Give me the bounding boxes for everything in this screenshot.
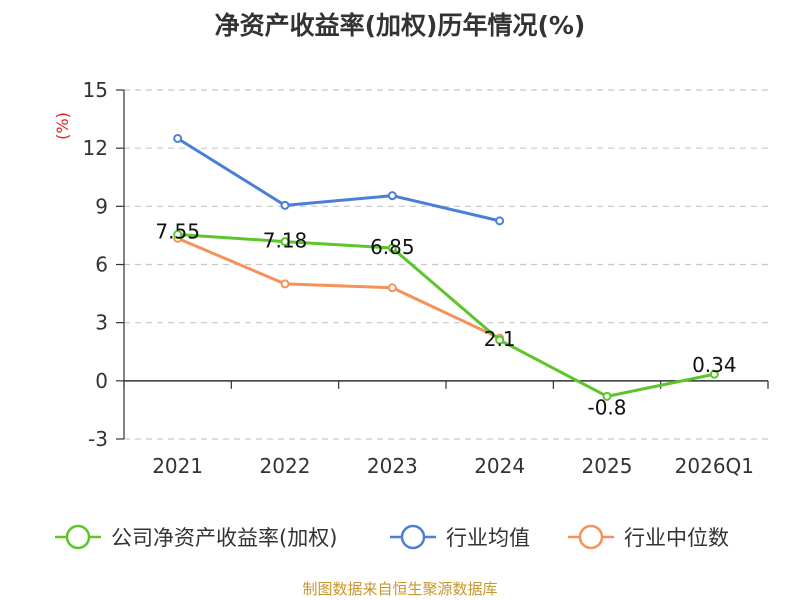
source-note: 制图数据来自恒生聚源数据库 <box>302 580 497 598</box>
data-label: 7.18 <box>263 229 308 253</box>
data-point <box>495 335 505 345</box>
data-point <box>709 369 719 379</box>
legend: 公司净资产收益率(加权) 行业均值 行业中位数 <box>55 524 729 550</box>
data-point <box>280 279 290 289</box>
y-tick-label: 3 <box>95 311 108 335</box>
x-tick-label: 2021 <box>152 454 203 478</box>
data-point <box>602 391 612 401</box>
gridlines <box>124 89 768 440</box>
data-point <box>387 283 397 293</box>
y-tick-label: 6 <box>95 253 108 277</box>
x-tick-label: 2023 <box>367 454 418 478</box>
x-tick-label: 2025 <box>582 454 633 478</box>
y-tick-label: 0 <box>95 369 108 393</box>
y-tick-label: 15 <box>83 78 108 102</box>
series-line-0 <box>177 232 715 398</box>
legend-label: 公司净资产收益率(加权) <box>111 526 337 550</box>
data-label: 0.34 <box>692 353 737 377</box>
data-point <box>173 229 183 239</box>
data-label: 6.85 <box>370 235 415 259</box>
y-tick-label: -3 <box>88 427 108 451</box>
y-axis-unit-label: (%) <box>53 112 72 140</box>
x-tick-label: 2024 <box>474 454 525 478</box>
data-label: 7.55 <box>155 219 200 243</box>
data-point <box>495 216 505 226</box>
series-line-1 <box>176 137 501 223</box>
data-point <box>173 133 183 143</box>
data-labels: 7.55 7.18 6.85 2.1 -0.8 0.34 <box>155 219 736 419</box>
y-tick-label: 9 <box>95 194 108 218</box>
legend-marker <box>578 524 604 550</box>
series-line-2 <box>177 236 501 340</box>
data-point <box>280 237 290 247</box>
data-label: -0.8 <box>587 395 626 419</box>
legend-label: 行业均值 <box>446 526 530 550</box>
legend-marker <box>65 524 91 550</box>
x-tick-label: 2026Q1 <box>675 454 754 478</box>
y-tick-label: 12 <box>83 136 108 160</box>
data-point <box>387 191 397 201</box>
data-label: 2.1 <box>484 327 516 351</box>
chart-title: 净资产收益率(加权)历年情况(%) <box>215 11 586 40</box>
data-point <box>280 200 290 210</box>
x-tick-label: 2022 <box>260 454 311 478</box>
legend-marker <box>400 524 426 550</box>
data-point <box>387 243 397 253</box>
axes: 15 12 9 6 3 0 -3 2021 2022 2023 2024 2025 2026Q1 <box>83 78 769 478</box>
legend-label: 行业中位数 <box>624 526 729 550</box>
series-lines <box>173 133 719 401</box>
